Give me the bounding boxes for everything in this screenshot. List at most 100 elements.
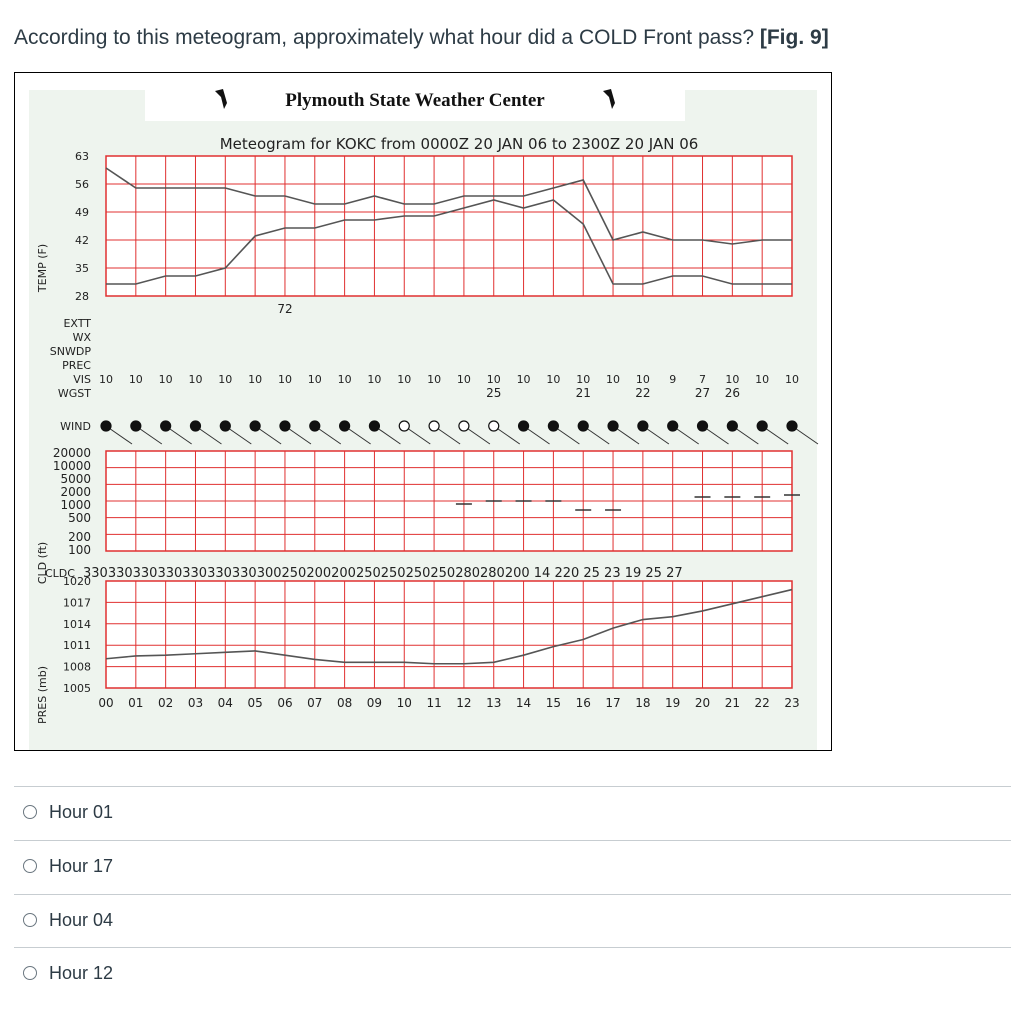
answer-label: Hour 04 [49,909,114,930]
hour-tick-label: 15 [546,696,561,710]
cld-tick-label: 2000 [60,485,91,499]
wind-station-circle [428,420,440,432]
answer-option-1[interactable]: Hour 01 [14,786,1011,838]
wind-station-circle [696,420,709,432]
divider [14,894,1011,895]
hour-tick-label: 23 [784,696,799,710]
hour-tick-label: 01 [128,696,143,710]
wgst-value: 25 [486,386,501,400]
vis-value: 10 [338,373,352,386]
answer-option-2[interactable]: Hour 17 [14,840,1011,892]
temp-tick-label: 28 [75,290,89,303]
vis-value: 10 [636,373,650,386]
wgst-value: 26 [725,386,740,400]
cld-tick-label: 1000 [60,498,91,512]
cld-tick-label: 200 [68,530,91,544]
vis-value: 10 [457,373,471,386]
temp-tick-label: 49 [75,206,89,219]
hour-tick-label: 00 [98,696,113,710]
wgst-value: 22 [635,386,650,400]
vis-value: 9 [669,373,676,386]
cld-axis-label: CLD (ft) [36,542,49,584]
row-label-extt: EXTT [63,317,91,330]
cldc-label: CLDC [45,567,75,580]
wind-station-circle [517,420,530,432]
hour-tick-label: 16 [576,696,591,710]
answer-label: Hour 01 [49,801,114,822]
vis-value: 10 [278,373,292,386]
temp-tick-label: 42 [75,234,89,247]
row-label-prec: PREC [62,359,91,372]
row-label-wind: WIND [60,420,91,433]
pres-tick-label: 1005 [63,682,91,695]
radio-button[interactable] [23,805,37,819]
vis-value: 10 [159,373,173,386]
pres-series-line [105,588,793,665]
wind-station-circle [488,420,500,432]
hour-tick-label: 18 [635,696,650,710]
meteogram-plot-area: 635649423528EXTTWXSNWDPPRECVISWGSTWIND72… [45,150,819,710]
wind-station-circle [219,420,231,432]
wind-station-circle [398,420,410,432]
hour-tick-label: 04 [218,696,233,710]
temp-panel-frame [105,155,793,297]
wind-station-circle [607,420,619,432]
wind-station-circle [637,420,649,432]
pres-panel-frame [105,580,793,689]
radio-button[interactable] [23,859,37,873]
answer-option-4[interactable]: Hour 12 [14,947,1011,999]
wind-station-circle [130,420,142,432]
hour-tick-label: 17 [605,696,620,710]
radio-button[interactable] [23,966,37,980]
hour-tick-label: 02 [158,696,173,710]
vis-value: 7 [699,373,706,386]
wind-station-circle [726,420,738,432]
hour-tick-label: 03 [188,696,203,710]
wind-station-circle [339,420,351,432]
wind-station-circle [189,420,202,432]
radio-button[interactable] [23,913,37,927]
hour-tick-label: 09 [367,696,382,710]
temp-series-line [105,167,792,245]
hour-tick-label: 11 [426,696,441,710]
wind-station-circle [547,420,559,432]
pres-tick-label: 1011 [63,639,91,652]
temp-series-line [106,199,792,285]
divider [14,947,1011,948]
vis-value: 10 [606,373,620,386]
vis-value: 10 [367,373,381,386]
vis-value: 10 [397,373,411,386]
header-logo-right [603,89,615,109]
vis-value: 10 [546,373,560,386]
wgst-value: 27 [695,386,710,400]
wind-station-circle [368,420,381,432]
cld-tick-label: 500 [68,511,91,525]
row-label-wgst: WGST [58,387,91,400]
hour-tick-label: 19 [665,696,680,710]
hour-tick-label: 07 [307,696,322,710]
row-label-vis: VIS [73,373,91,386]
question-body: According to this meteogram, approximate… [14,26,755,49]
wind-station-circle [100,420,112,432]
hour-tick-label: 22 [755,696,770,710]
hour-tick-label: 14 [516,696,531,710]
divider [14,840,1011,841]
vis-value: 10 [487,373,501,386]
pres-tick-label: 1014 [63,618,91,631]
hour-tick-label: 06 [277,696,292,710]
figure-reference: [Fig. 9] [759,26,829,49]
vis-value: 10 [576,373,590,386]
meteogram-chart: Plymouth State Weather Center Meteogram … [29,83,819,750]
answer-option-3[interactable]: Hour 04 [14,894,1011,946]
hour-tick-label: 08 [337,696,352,710]
meteogram-title: Meteogram for KOKC from 0000Z 20 JAN 06 … [220,135,699,153]
row-label-snwdp: SNWDP [50,345,92,358]
temp-tick-label: 56 [75,178,89,191]
hour-tick-label: 12 [456,696,471,710]
vis-value: 10 [129,373,143,386]
vis-value: 10 [248,373,262,386]
row-label-wx: WX [73,331,92,344]
hour-tick-label: 10 [397,696,412,710]
wgst-value: 21 [576,386,591,400]
pres-axis-label: PRES (mb) [36,666,49,724]
